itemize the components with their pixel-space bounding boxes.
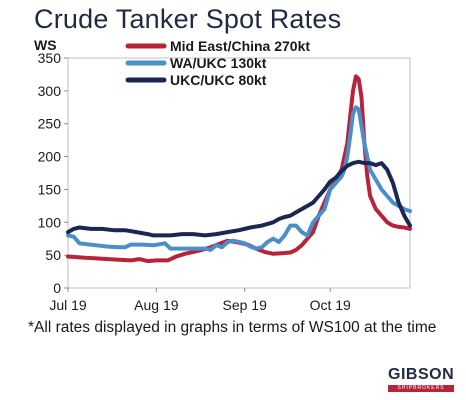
y-tick-label: 300 — [38, 83, 62, 99]
chart-title: Crude Tanker Spot Rates — [34, 4, 342, 34]
plot-frame — [67, 57, 411, 289]
y-tick-label: 350 — [38, 50, 62, 66]
axes: 0 50 100 150 200 250 300 350 Jul 19 Aug 19 Sep 19 O… — [38, 50, 411, 313]
series-line-3 — [66, 159, 412, 238]
x-tick-label: Oct 19 — [310, 297, 351, 313]
legend-label: UKC/UKC 80kt — [170, 72, 267, 88]
x-tick-label: Sep 19 — [223, 297, 268, 313]
logo-bar — [388, 385, 454, 392]
y-axis-label: WS — [34, 37, 57, 53]
gibson-logo: GIBSON SHIPBROKERS — [388, 366, 454, 392]
x-tick-label: Aug 19 — [134, 297, 179, 313]
legend-label: Mid East/China 270kt — [170, 38, 310, 54]
legend-label: WA/UKC 130kt — [170, 55, 267, 71]
logo-wordmark: GIBSON — [388, 366, 455, 383]
footnote: *All rates displayed in graphs in terms … — [28, 319, 437, 336]
y-tick-label: 200 — [38, 149, 62, 165]
series-line-2 — [66, 105, 412, 252]
series-line-1 — [66, 74, 412, 264]
y-tick-label: 150 — [38, 181, 62, 197]
y-tick-label: 0 — [53, 280, 61, 296]
logo-subtitle: SHIPBROKERS — [397, 385, 445, 391]
y-tick-label: 50 — [45, 247, 61, 263]
line-chart: WS 0 50 100 150 200 250 300 350 Jul 19 Aug 19 Sep … — [34, 37, 412, 313]
x-tick-label: Jul 19 — [49, 297, 87, 313]
y-tick-label: 250 — [38, 116, 62, 132]
y-tick-label: 100 — [38, 214, 62, 230]
series-group — [66, 74, 412, 264]
